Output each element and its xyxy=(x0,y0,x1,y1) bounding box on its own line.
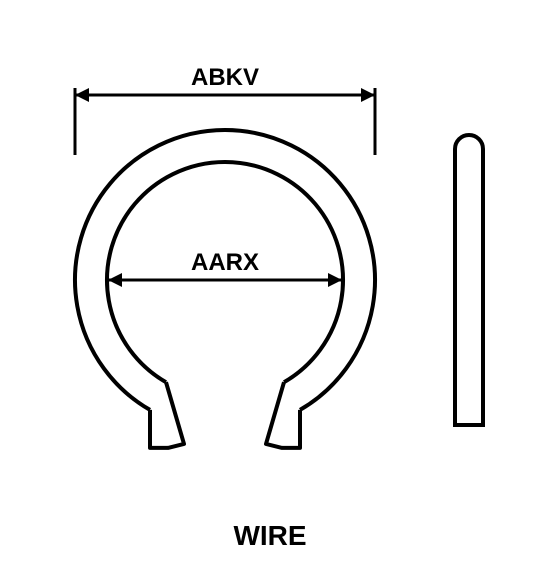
retaining-ring-side-view xyxy=(455,135,483,425)
dimension-outer xyxy=(75,88,375,155)
diagram-container: ABKV AARX WIRE xyxy=(0,0,540,570)
retaining-ring-front-view xyxy=(75,130,375,448)
outer-diameter-label: ABKV xyxy=(191,64,259,91)
technical-drawing-svg: ABKV AARX xyxy=(0,0,540,570)
inner-diameter-label: AARX xyxy=(191,249,259,276)
diagram-title: WIRE xyxy=(0,520,540,552)
